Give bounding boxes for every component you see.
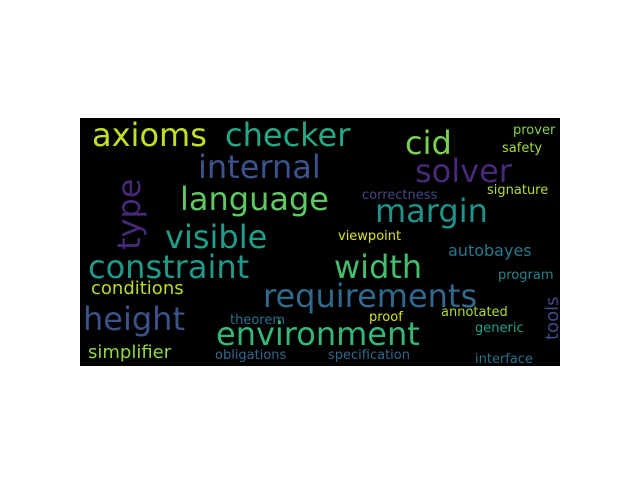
word-cloud-canvas: axioms checker cid prover safety internal solv… bbox=[80, 118, 560, 366]
word-program: program bbox=[498, 268, 554, 283]
word-constraint: constraint bbox=[88, 248, 249, 286]
word-visible: visible bbox=[165, 218, 267, 256]
word-language: language bbox=[180, 180, 329, 218]
word-prover: prover bbox=[513, 123, 556, 138]
word-axioms: axioms bbox=[92, 118, 207, 154]
word-solver: solver bbox=[415, 152, 513, 190]
word-cloud-background bbox=[80, 118, 560, 366]
word-environment: environment bbox=[216, 315, 420, 353]
word-generic: generic bbox=[475, 321, 524, 336]
word-tools: tools bbox=[542, 297, 560, 340]
word-annotated: annotated bbox=[441, 305, 508, 320]
word-obligations: obligations bbox=[215, 348, 287, 363]
word-height: height bbox=[83, 300, 185, 338]
word-requirements: requirements bbox=[263, 277, 477, 315]
word-simplifier: simplifier bbox=[88, 342, 172, 363]
word-group: axioms checker cid prover safety internal solv… bbox=[83, 118, 560, 366]
word-internal: internal bbox=[198, 148, 321, 186]
word-specification: specification bbox=[328, 348, 410, 363]
word-conditions: conditions bbox=[91, 278, 184, 299]
word-signature: signature bbox=[487, 183, 548, 198]
word-margin: margin bbox=[375, 192, 488, 230]
word-proof: proof bbox=[369, 310, 403, 325]
word-correctness: correctness bbox=[362, 188, 438, 203]
word-cloud: axioms checker cid prover safety internal solv… bbox=[80, 118, 560, 366]
word-theorem: theorem bbox=[230, 313, 285, 328]
word-checker: checker bbox=[225, 118, 351, 154]
word-type: type bbox=[110, 179, 148, 250]
word-viewpoint: viewpoint bbox=[338, 229, 401, 244]
word-autobayes: autobayes bbox=[448, 241, 532, 260]
word-cid: cid bbox=[405, 124, 452, 162]
word-interface: interface bbox=[475, 352, 533, 366]
word-safety: safety bbox=[502, 141, 542, 156]
word-width: width bbox=[334, 248, 422, 286]
